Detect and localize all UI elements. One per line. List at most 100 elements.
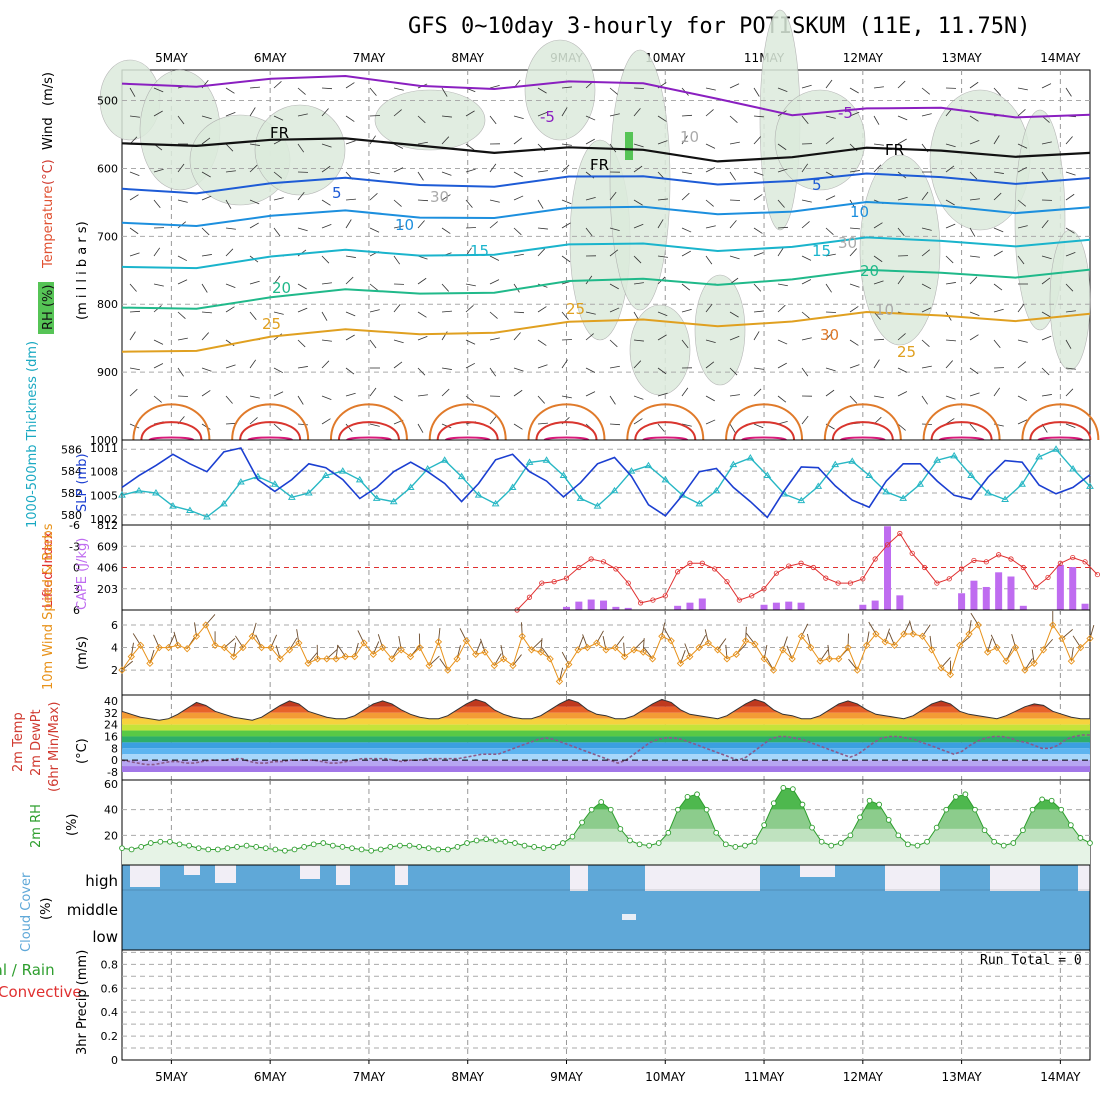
wind-barb [321, 360, 330, 369]
rh-marker [809, 824, 815, 831]
warm-contour [444, 436, 491, 441]
wind-speed-marker [741, 637, 750, 645]
contour-label: 5 [812, 176, 822, 194]
li-marker [860, 576, 866, 582]
wind-barb [921, 191, 929, 201]
li-marker [625, 580, 631, 586]
thickness-marker [610, 486, 619, 494]
wind-barb [1017, 87, 1028, 91]
rh-marker [320, 840, 327, 846]
wind-barb [249, 86, 260, 89]
precip-ylabel-3: 3hr Precip (mm) [75, 950, 90, 1055]
wind-barb [513, 367, 524, 372]
wind-barb [369, 115, 381, 117]
upper-ylabel-temp: Temperature [41, 186, 56, 269]
wind-speed-marker [285, 646, 294, 654]
wind-barb [945, 223, 956, 229]
wind-barb [729, 255, 740, 260]
wind-barb [297, 307, 308, 313]
wind-speed-marker [537, 648, 545, 656]
rh-shading [609, 49, 671, 311]
thickness-marker [1052, 445, 1060, 452]
day-label: 12MAY [843, 1070, 884, 1084]
wind-speed-marker [695, 643, 703, 652]
wind-barb [201, 171, 211, 178]
wind-barb [969, 198, 980, 201]
rh-marker [502, 838, 509, 845]
thickness-marker [984, 488, 992, 496]
wind-barb [177, 199, 188, 203]
wind-barb [345, 219, 352, 229]
thickness-tick-label: 584 [61, 465, 82, 478]
wind-speed-marker [518, 632, 526, 640]
wind-speed-marker [183, 645, 191, 653]
wind-barb [369, 171, 380, 175]
thickness-marker [1035, 452, 1043, 460]
wind-barb [201, 332, 209, 341]
precip-tick-label: 0.2 [101, 1030, 119, 1043]
li-marker [798, 560, 804, 566]
wind-barb [681, 283, 691, 291]
wind-barb [249, 107, 256, 117]
dewpt-line [121, 734, 1090, 766]
wind-barb [561, 199, 572, 205]
wind-barb [897, 115, 908, 121]
wind-speed-marker [462, 637, 471, 645]
wind-barb [177, 367, 184, 377]
wind-speed-marker [192, 632, 201, 640]
thickness-marker [508, 483, 517, 491]
wind-barb [897, 333, 906, 341]
cloud-gap [130, 865, 160, 887]
li-marker [921, 564, 928, 571]
wind-barb [489, 415, 497, 425]
wind-speed-marker [779, 646, 787, 654]
warm-contour [527, 403, 606, 441]
precip-tick-label: 0 [111, 1054, 118, 1067]
wind-barb [705, 199, 714, 207]
wind-barb [681, 250, 691, 257]
li-marker [699, 560, 705, 566]
wind-barb [801, 115, 809, 125]
wind-barb [753, 388, 762, 397]
cape-bar [624, 607, 632, 610]
wind-speed-marker [304, 659, 312, 667]
rh-marker [310, 841, 317, 848]
wind-barb [945, 255, 954, 264]
wind-barb [969, 311, 980, 316]
contour-label: 15 [812, 242, 831, 260]
li-marker [810, 564, 817, 571]
wind-barb [129, 87, 136, 97]
wind-barb [657, 392, 668, 397]
wind-barb [729, 115, 738, 123]
rh-marker [272, 846, 279, 853]
wind-barb [369, 423, 380, 427]
wind-barb [225, 306, 235, 313]
thickness-marker [321, 471, 330, 478]
wind-barb [897, 80, 906, 89]
isotherm--5 [121, 74, 1091, 119]
wind-speed-marker [248, 632, 256, 640]
wind-barb [417, 220, 425, 229]
wind-barb [657, 423, 665, 432]
wind-barb [681, 387, 689, 397]
rh-marker [722, 841, 729, 848]
li-marker [749, 593, 755, 599]
rh-marker [195, 845, 202, 852]
wind-barb [201, 115, 212, 120]
wind-tick-label: 6 [111, 619, 118, 632]
li-marker [1057, 560, 1063, 566]
wind-speed-marker [313, 655, 322, 663]
wind-speed-marker [788, 655, 796, 663]
thickness-marker [304, 488, 313, 496]
wind-barb [681, 227, 692, 233]
thickness-tick-label: 586 [61, 443, 82, 456]
thickness-marker [678, 491, 687, 498]
wind-barb [225, 199, 232, 209]
wind-barb [393, 199, 402, 207]
wind-speed-marker [546, 655, 554, 663]
rh2m-panel: 60 40 20 [104, 778, 1093, 869]
wind-barb [201, 311, 212, 314]
slp-ylabel: SLP (mb) [75, 453, 90, 512]
thickness-marker [899, 494, 908, 501]
